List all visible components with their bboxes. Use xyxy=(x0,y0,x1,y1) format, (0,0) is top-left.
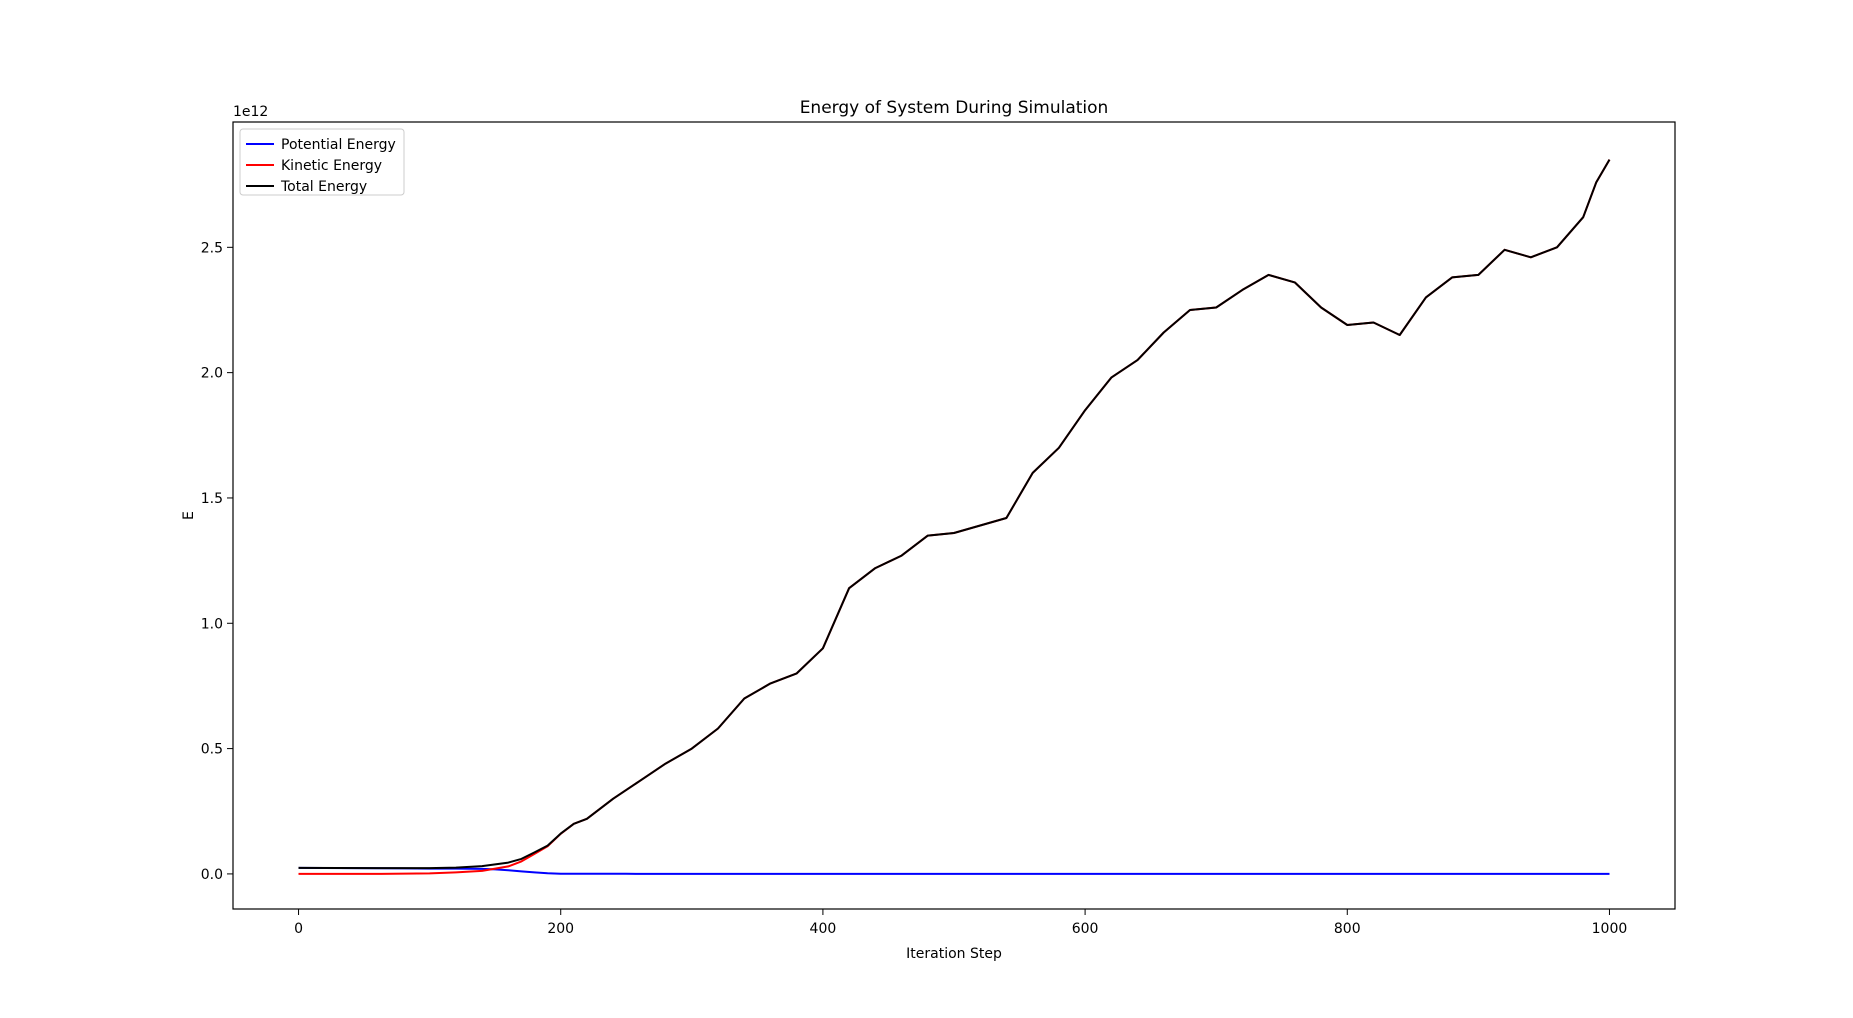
y-tick-label: 0.0 xyxy=(201,867,223,883)
chart-title: Energy of System During Simulation xyxy=(800,98,1109,118)
legend-label: Kinetic Energy xyxy=(281,158,382,174)
series-line-kinetic-energy xyxy=(298,159,1611,875)
y-tick-label: 1.0 xyxy=(201,616,223,632)
y-tick-label: 2.5 xyxy=(201,240,223,256)
x-axis-label: Iteration Step xyxy=(906,946,1002,962)
x-tick-label: 200 xyxy=(547,921,574,937)
x-tick-label: 600 xyxy=(1072,921,1099,937)
x-tick-label: 0 xyxy=(294,921,303,937)
y-tick-label: 1.5 xyxy=(201,491,223,507)
x-tick-label: 800 xyxy=(1334,921,1361,937)
x-axis-ticks: 0 200 400 600 800 1000 xyxy=(294,909,1627,937)
legend-box xyxy=(239,128,405,196)
legend: Potential Energy Kinetic Energy Total Ener… xyxy=(239,128,405,196)
x-tick-label: 400 xyxy=(810,921,837,937)
y-axis-offset-label: 1e12 xyxy=(233,104,268,120)
x-tick-label: 1000 xyxy=(1592,921,1628,937)
y-tick-label: 2.0 xyxy=(201,366,223,382)
legend-label: Potential Energy xyxy=(281,137,396,153)
series-layer xyxy=(298,159,1611,875)
y-axis-label: E xyxy=(181,511,197,520)
legend-label: Total Energy xyxy=(280,179,367,195)
axes-frame xyxy=(232,121,1676,910)
y-tick-label: 0.5 xyxy=(201,742,223,758)
y-axis-ticks: 0.0 0.5 1.0 1.5 2.0 2.5 xyxy=(201,240,233,883)
series-line-total-energy xyxy=(298,159,1611,870)
